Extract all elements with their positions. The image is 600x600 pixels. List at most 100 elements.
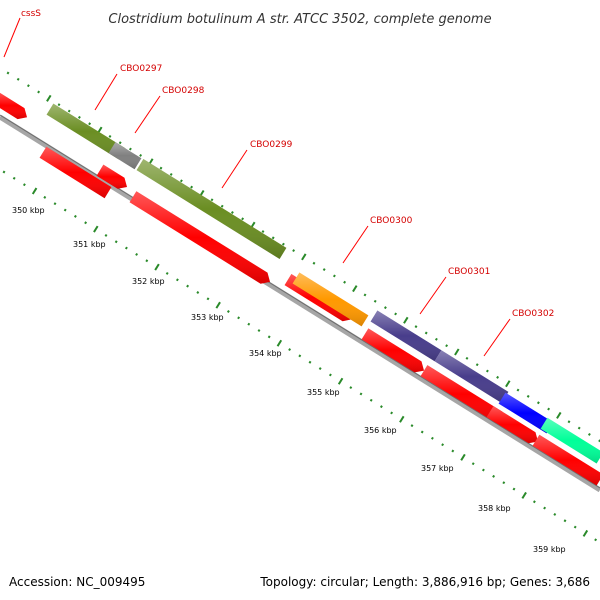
tick-mark [485, 369, 489, 373]
cds-arrow-shade [420, 365, 505, 423]
tick-mark [175, 278, 179, 282]
tick-mark [206, 297, 210, 301]
kbp-label: 355 kbp [307, 388, 340, 397]
map-title: Clostridium botulinum A str. ATCC 3502, … [108, 12, 491, 27]
cds-arrow-shade [361, 328, 424, 373]
tick-mark [369, 398, 373, 402]
tick-mark [502, 481, 506, 485]
tick-mark [67, 109, 71, 113]
tick-mark [165, 271, 169, 275]
tick-mark [237, 316, 241, 320]
tick-mark [298, 354, 302, 358]
kbp-label: 352 kbp [132, 277, 165, 286]
gene-label: CBO0302 [512, 309, 554, 319]
tick-mark [471, 462, 475, 466]
label-leader-line [3, 17, 21, 58]
gene-block-CBO0301b-shade [434, 350, 509, 403]
gene-block-next-shade [540, 417, 600, 464]
tick-mark [567, 420, 571, 424]
gene-block-CBO0302-shade [498, 392, 554, 434]
tick-mark [241, 217, 245, 221]
tick-mark [359, 392, 363, 396]
label-leader-line [221, 149, 248, 189]
kbp-ticks-outer [6, 71, 600, 443]
kbp-label: 356 kbp [364, 426, 397, 435]
kbp-label: 351 kbp [73, 240, 106, 249]
tick-mark [46, 94, 52, 102]
tick-mark [114, 240, 118, 244]
gene-label: CBO0301 [448, 267, 490, 277]
tick-mark [563, 519, 567, 523]
gene-label: CBO0299 [250, 140, 293, 150]
tick-mark [104, 233, 108, 237]
tick-mark [587, 432, 591, 436]
accession-text: Accession: NC_009495 [9, 575, 145, 589]
tick-mark [43, 195, 47, 199]
tick-mark [135, 252, 139, 256]
tick-mark [516, 388, 520, 392]
tick-mark [93, 225, 99, 233]
tick-mark [108, 134, 112, 138]
tick-mark [281, 242, 285, 246]
gene-label: CBO0298 [162, 86, 205, 96]
tick-mark [26, 84, 30, 88]
tick-mark [521, 491, 527, 499]
kbp-label: 354 kbp [249, 349, 282, 358]
tick-mark [526, 394, 530, 398]
tick-mark [532, 500, 536, 504]
tick-mark [190, 185, 194, 189]
tick-mark [363, 293, 367, 297]
tick-mark [383, 306, 387, 310]
tick-mark [577, 426, 581, 430]
tick-mark [445, 344, 449, 348]
tick-mark [2, 170, 6, 174]
tick-mark [454, 348, 460, 356]
tick-mark [594, 538, 598, 542]
tick-mark [261, 230, 265, 233]
tick-mark [128, 147, 132, 151]
gene-block-CBO0297-shade [46, 103, 126, 160]
tick-mark [543, 506, 547, 510]
tick-mark [226, 310, 230, 313]
tick-mark [215, 301, 221, 309]
tick-mark [220, 204, 224, 208]
tick-mark [292, 249, 296, 253]
tick-mark [77, 115, 81, 119]
tick-mark [556, 411, 562, 419]
tick-mark [332, 274, 336, 278]
tick-mark [553, 512, 557, 516]
tick-mark [271, 236, 275, 240]
gene-label: CBO0297 [120, 64, 162, 74]
tick-mark [118, 141, 122, 145]
tick-mark [337, 377, 344, 385]
kbp-label: 359 kbp [533, 545, 566, 554]
gene-block-CBO0298-shade [108, 142, 142, 170]
topology-text: Topology: circular; Length: 3,886,916 bp… [259, 575, 590, 589]
tick-mark [288, 348, 292, 352]
tick-mark [403, 316, 409, 324]
tick-mark [536, 401, 540, 405]
tick-mark [492, 474, 496, 478]
label-leader-line [419, 276, 447, 315]
tick-mark [308, 360, 312, 364]
tick-mark [352, 285, 358, 293]
tick-mark [230, 211, 234, 214]
cds-arrow-shade [129, 191, 270, 284]
tick-mark [573, 525, 577, 529]
tick-mark [31, 187, 38, 195]
tick-mark [582, 529, 589, 537]
tick-mark [88, 122, 92, 126]
kbp-label: 358 kbp [478, 504, 511, 513]
tick-mark [328, 373, 332, 377]
cds-arrow-shade [39, 146, 112, 199]
tick-mark [318, 367, 322, 371]
gene-block-CBO0300-shade [292, 272, 369, 327]
tick-mark [475, 363, 479, 367]
kbp-label: 353 kbp [191, 313, 224, 322]
tick-mark [410, 424, 414, 428]
tick-mark [434, 337, 438, 341]
tick-mark [139, 153, 143, 157]
genome-backbone [0, 114, 600, 493]
tick-mark [267, 335, 271, 339]
